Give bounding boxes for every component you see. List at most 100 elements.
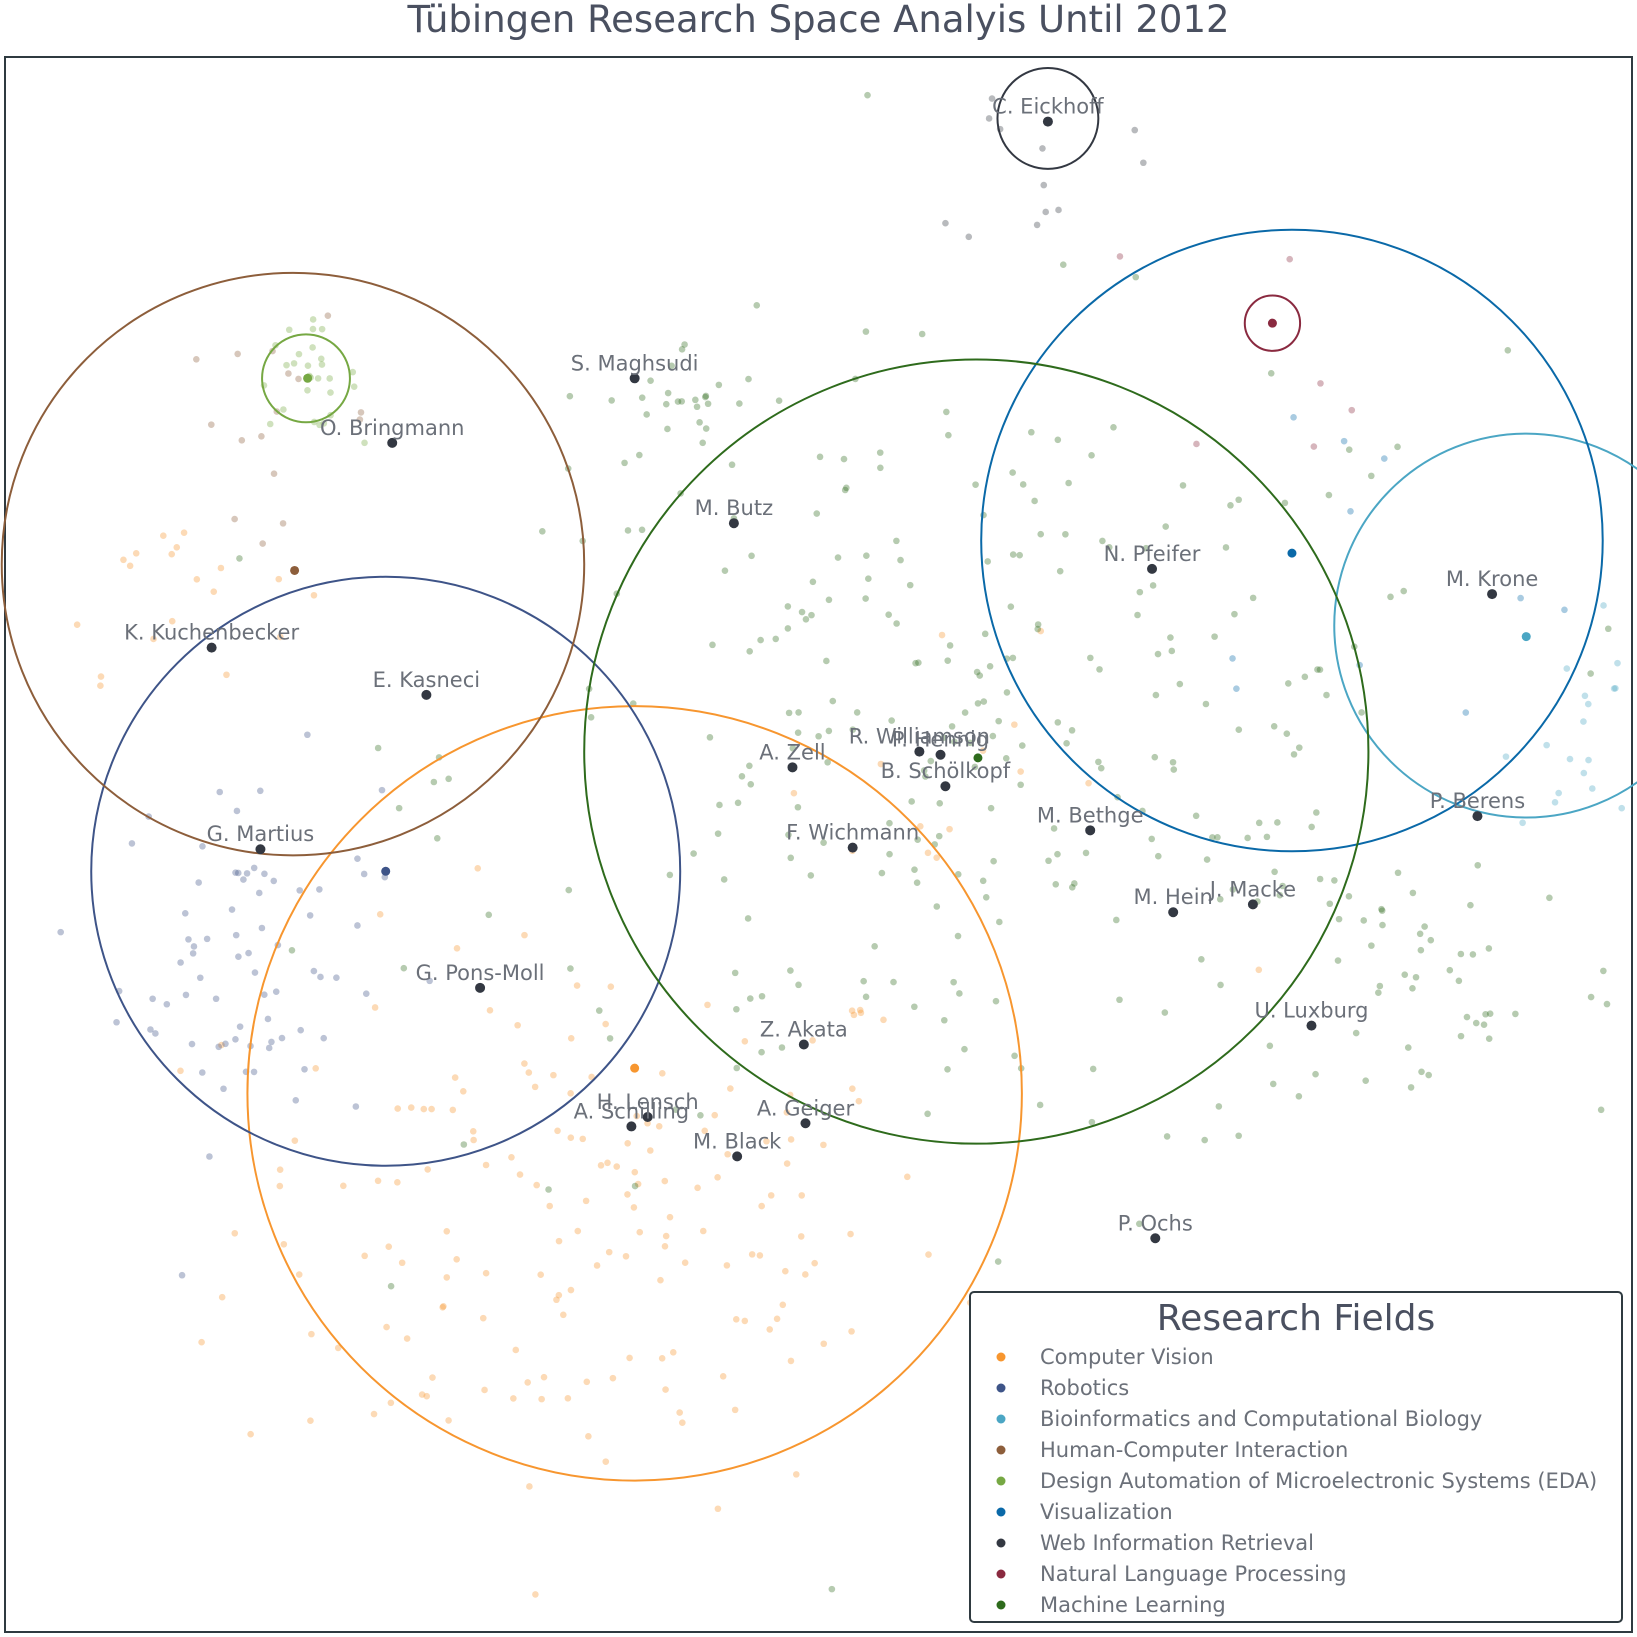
- legend-label: Machine Learning: [1040, 1593, 1226, 1617]
- background-point-machine-learning: [1217, 981, 1224, 989]
- background-point-computer-vision: [193, 576, 201, 583]
- background-point-computer-vision: [773, 1315, 781, 1323]
- background-point-robotics: [320, 1034, 328, 1042]
- legend-marker: [996, 1538, 1006, 1548]
- background-point-computer-vision: [877, 760, 885, 768]
- background-point-computer-vision: [439, 1304, 446, 1311]
- background-point-machine-learning: [876, 449, 884, 456]
- author-marker: [642, 1111, 653, 1122]
- background-point-machine-learning: [1031, 497, 1038, 505]
- background-point-machine-learning: [1214, 834, 1221, 841]
- background-point-machine-learning: [1335, 915, 1343, 923]
- background-point-robotics: [178, 1271, 186, 1279]
- background-point-computer-vision: [787, 1136, 795, 1143]
- background-point-machine-learning: [1231, 610, 1238, 618]
- background-point-human-computer-interaction: [295, 375, 302, 383]
- background-point-machine-learning: [862, 328, 870, 335]
- background-point-machine-learning: [1485, 1035, 1493, 1042]
- background-point-machine-learning: [1152, 691, 1160, 699]
- background-point-machine-learning: [853, 709, 861, 716]
- background-point-computer-vision: [633, 1112, 641, 1120]
- background-point-computer-vision: [376, 911, 384, 918]
- background-point-bioinformatics-and-computational-biology: [1618, 804, 1626, 812]
- background-point-machine-learning: [1169, 758, 1177, 766]
- background-point-robotics: [152, 1030, 159, 1037]
- background-point-robotics: [232, 869, 239, 876]
- background-point-bioinformatics-and-computational-biology: [1580, 769, 1588, 777]
- background-point-machine-learning: [944, 657, 952, 664]
- background-point-machine-learning: [747, 780, 755, 788]
- background-point-machine-learning: [1367, 472, 1375, 480]
- background-point-robotics: [317, 973, 324, 981]
- author-marker: [935, 749, 946, 760]
- background-point-computer-vision: [848, 1007, 856, 1014]
- author-marker: [206, 642, 217, 653]
- background-point-computer-vision: [555, 1237, 563, 1245]
- background-point-machine-learning: [918, 330, 926, 338]
- background-point-computer-vision: [1011, 721, 1018, 728]
- background-point-computer-vision: [714, 1174, 721, 1181]
- background-point-machine-learning: [624, 527, 632, 534]
- background-point-machine-learning: [1034, 625, 1042, 633]
- background-point-computer-vision: [531, 1083, 539, 1091]
- background-point-robotics: [196, 974, 204, 982]
- background-point-machine-learning: [784, 625, 792, 632]
- author-marker: [626, 1121, 637, 1132]
- author-label: M. Bethge: [1037, 803, 1144, 827]
- background-point-computer-vision: [790, 789, 798, 797]
- background-point-machine-learning: [1446, 966, 1454, 974]
- background-point-robotics: [251, 969, 259, 976]
- background-point-machine-learning: [1604, 625, 1612, 633]
- background-point-design-automation-of-microelectronic-systems-eda: [280, 406, 287, 413]
- background-point-computer-vision: [310, 591, 318, 599]
- legend-marker: [996, 1445, 1006, 1455]
- background-point-computer-vision: [540, 1373, 548, 1381]
- background-point-design-automation-of-microelectronic-systems-eda: [318, 361, 326, 368]
- legend-box: [969, 1291, 1623, 1623]
- author-b-sch-lkopf: B. Schölkopf: [881, 759, 1011, 792]
- background-point-robotics: [203, 935, 211, 943]
- author-label: G. Pons-Moll: [416, 961, 545, 985]
- background-point-bioinformatics-and-computational-biology: [1585, 756, 1592, 764]
- background-point-robotics: [232, 931, 240, 939]
- background-point-computer-vision: [429, 1374, 436, 1381]
- background-point-machine-learning: [1007, 603, 1015, 610]
- background-point-robotics: [240, 876, 247, 883]
- background-point-computer-vision: [340, 1182, 347, 1190]
- background-point-computer-vision: [655, 1123, 663, 1130]
- author-marker: [1168, 907, 1179, 918]
- background-point-bioinformatics-and-computational-biology: [1543, 741, 1550, 749]
- background-point-computer-vision: [307, 1417, 314, 1425]
- background-point-computer-vision: [537, 1271, 544, 1278]
- background-point-machine-learning: [1416, 930, 1424, 938]
- legend-item-visualization: Visualization: [996, 1500, 1173, 1524]
- background-point-computer-vision: [516, 1171, 524, 1178]
- author-label: E. Kasneci: [373, 668, 480, 692]
- background-point-machine-learning: [692, 396, 699, 404]
- background-point-machine-learning: [567, 965, 574, 972]
- author-marker: [800, 1118, 811, 1129]
- background-point-robotics: [199, 1069, 206, 1076]
- background-point-robotics: [216, 788, 224, 796]
- background-point-computer-vision: [180, 529, 188, 537]
- author-c-eickhoff: C. Eickhoff: [992, 95, 1104, 127]
- background-point-machine-learning: [784, 603, 792, 610]
- background-point-machine-learning: [954, 871, 962, 878]
- background-point-web-information-retrieval: [985, 115, 993, 122]
- background-point-machine-learning: [1036, 1101, 1044, 1109]
- author-label: B. Schölkopf: [881, 759, 1011, 783]
- background-point-computer-vision: [662, 1232, 670, 1240]
- author-label: Z. Akata: [760, 1018, 848, 1042]
- background-point-machine-learning: [1427, 936, 1435, 944]
- background-point-bioinformatics-and-computational-biology: [1600, 602, 1607, 609]
- background-point-robotics: [181, 909, 189, 917]
- background-point-machine-learning: [1096, 666, 1103, 673]
- background-point-machine-learning: [1467, 901, 1474, 909]
- background-point-computer-vision: [385, 1243, 393, 1250]
- background-point-machine-learning: [897, 556, 904, 564]
- author-marker: [387, 437, 398, 448]
- background-point-computer-vision: [634, 1180, 642, 1188]
- background-point-machine-learning: [913, 879, 921, 886]
- background-point-machine-learning: [974, 700, 982, 707]
- background-point-computer-vision: [218, 1041, 225, 1049]
